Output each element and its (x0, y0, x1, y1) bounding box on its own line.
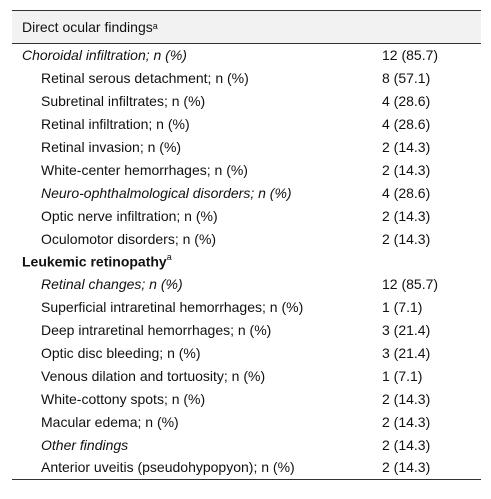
row-label: Retinal changes; n (%) (12, 276, 372, 292)
row-label: Superficial intraretinal hemorrhages; n … (12, 299, 372, 315)
row-label-text: Leukemic retinopathy (22, 253, 167, 270)
row-label: Deep intraretinal hemorrhages; n (%) (12, 322, 372, 338)
row-label-text: Retinal changes; n (%) (41, 276, 183, 293)
row-label: Macular edema; n (%) (12, 414, 372, 430)
row-label-text: Superficial intraretinal hemorrhages; n … (41, 299, 304, 316)
row-value: 2 (14.3) (382, 459, 431, 476)
row-value: 4 (28.6) (382, 116, 431, 133)
table-body: Choroidal infiltration; n (%) 12 (85.7) Re… (12, 44, 481, 479)
row-value: 4 (28.6) (382, 184, 431, 201)
table-header: Direct ocular findings a (12, 10, 481, 44)
table-row: Retinal infiltration; n (%) 4 (28.6) (12, 113, 481, 136)
table-row: Deep intraretinal hemorrhages; n (%) 3 (2… (12, 319, 481, 342)
table-row: White-cottony spots; n (%) 2 (14.3) (12, 387, 481, 410)
row-label-text: Retinal invasion; n (%) (41, 139, 182, 155)
row-label-text: Venous dilation and tortuosity; n (%) (41, 367, 266, 384)
row-value: 2 (14.3) (382, 207, 431, 224)
row-value: 12 (85.7) (382, 47, 439, 64)
row-label-text: Anterior uveitis (pseudohypopyon); n (%) (41, 459, 295, 476)
row-label: Neuro-ophthalmological disorders; n (%) (12, 185, 372, 201)
table-row: Optic nerve infiltration; n (%) 2 (14.3) (12, 204, 481, 227)
header-superscript: a (152, 21, 158, 31)
row-value: 2 (14.3) (382, 436, 431, 453)
row-label: Venous dilation and tortuosity; n (%) (12, 368, 372, 384)
row-label: Optic disc bleeding; n (%) (12, 345, 372, 361)
row-value: 1 (7.1) (382, 367, 423, 384)
row-label-text: Optic nerve infiltration; n (%) (41, 207, 218, 224)
table-bottom-rule (12, 478, 481, 480)
row-label: Leukemic retinopathya (12, 252, 372, 270)
row-label: Other findings (12, 437, 372, 453)
table-row: Venous dilation and tortuosity; n (%) 1 (… (12, 364, 481, 387)
table-row: Other findings 2 (14.3) (12, 433, 481, 456)
table-row: Subretinal infiltrates; n (%) 4 (28.6) (12, 90, 481, 113)
table-row: Retinal invasion; n (%) 2 (14.3) (12, 136, 481, 159)
row-label: Subretinal infiltrates; n (%) (12, 93, 372, 109)
table-row: Choroidal infiltration; n (%) 12 (85.7) (12, 44, 481, 67)
row-value: 12 (85.7) (382, 276, 439, 293)
row-label-text: Neuro-ophthalmological disorders; n (%) (41, 184, 292, 201)
row-label: Optic nerve infiltration; n (%) (12, 208, 372, 224)
table-row: White-center hemorrhages; n (%) 2 (14.3) (12, 158, 481, 181)
row-label-text: Retinal infiltration; n (%) (41, 116, 190, 133)
row-value: 3 (21.4) (382, 345, 431, 362)
row-superscript: a (166, 252, 172, 263)
table-row: Retinal serous detachment; n (%) 8 (57.1) (12, 67, 481, 90)
table-row: Anterior uveitis (pseudohypopyon); n (%)… (12, 456, 481, 479)
table-row: Optic disc bleeding; n (%) 3 (21.4) (12, 342, 481, 365)
row-label: Oculomotor disorders; n (%) (12, 231, 372, 247)
row-value: 4 (28.6) (382, 93, 431, 110)
row-value: 2 (14.3) (382, 390, 431, 407)
table-row: Neuro-ophthalmological disorders; n (%) 4… (12, 181, 481, 204)
table-row: Leukemic retinopathya (12, 250, 481, 273)
row-value: 2 (14.3) (382, 413, 431, 430)
row-label: White-center hemorrhages; n (%) (12, 162, 372, 178)
row-label-text: White-center hemorrhages; n (%) (41, 161, 248, 178)
row-label-text: Macular edema; n (%) (41, 413, 179, 430)
table-row: Macular edema; n (%) 2 (14.3) (12, 410, 481, 433)
row-label: Anterior uveitis (pseudohypopyon); n (%) (12, 459, 372, 475)
row-label: Choroidal infiltration; n (%) (12, 47, 372, 63)
row-value: 8 (57.1) (382, 70, 431, 87)
header-title: Direct ocular findings (22, 19, 153, 35)
row-label: White-cottony spots; n (%) (12, 391, 372, 407)
row-label-text: Retinal serous detachment; n (%) (41, 70, 249, 87)
row-label-text: Other findings (41, 436, 129, 453)
row-label-text: Oculomotor disorders; n (%) (41, 230, 217, 247)
row-label: Retinal serous detachment; n (%) (12, 70, 372, 86)
row-label-text: Optic disc bleeding; n (%) (41, 345, 201, 362)
findings-table: Direct ocular findings a Choroidal infilt… (12, 10, 481, 480)
table-row: Oculomotor disorders; n (%) 2 (14.3) (12, 227, 481, 250)
row-value: 1 (7.1) (382, 299, 423, 316)
row-label-text: Deep intraretinal hemorrhages; n (%) (41, 322, 272, 339)
row-label: Retinal invasion; n (%) (12, 139, 372, 155)
table-row: Superficial intraretinal hemorrhages; n … (12, 296, 481, 319)
row-value: 3 (21.4) (382, 322, 431, 339)
row-label-text: Subretinal infiltrates; n (%) (41, 93, 206, 110)
table-row: Retinal changes; n (%) 12 (85.7) (12, 273, 481, 296)
row-value: 2 (14.3) (382, 230, 431, 247)
row-label-text: Choroidal infiltration; n (%) (22, 47, 187, 64)
row-value: 2 (14.3) (382, 161, 431, 178)
row-label-text: White-cottony spots; n (%) (41, 390, 206, 407)
row-label: Retinal infiltration; n (%) (12, 116, 372, 132)
row-value: 2 (14.3) (382, 139, 431, 155)
